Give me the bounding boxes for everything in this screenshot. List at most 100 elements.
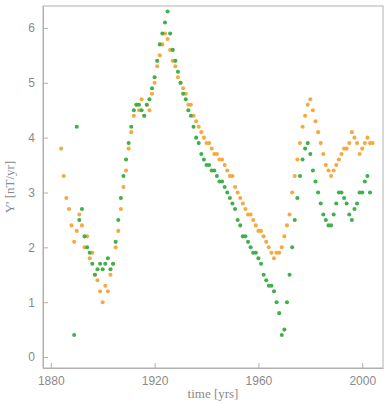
point (124, 169, 128, 173)
point (176, 70, 180, 74)
point (176, 75, 180, 79)
chart: 18801920196020000123456time [yrs]Y' [nT/… (0, 0, 391, 404)
point (111, 262, 115, 266)
point (303, 114, 307, 118)
point (106, 256, 110, 260)
point (298, 174, 302, 178)
point (251, 218, 255, 222)
point (95, 278, 99, 282)
point (243, 207, 247, 211)
point (197, 125, 201, 129)
y-axis-title: Y' [nT/yr] (2, 161, 17, 214)
point (150, 86, 154, 90)
point (303, 147, 307, 151)
point (153, 75, 157, 79)
point (334, 201, 338, 205)
point (368, 190, 372, 194)
point (243, 234, 247, 238)
point (345, 201, 349, 205)
point (332, 212, 336, 216)
point (90, 262, 94, 266)
point (262, 273, 266, 277)
tick: 3 (28, 186, 48, 200)
point (290, 245, 294, 249)
point (158, 42, 162, 46)
point (179, 81, 183, 85)
point (207, 141, 211, 145)
point (360, 147, 364, 151)
point (212, 169, 216, 173)
point (215, 152, 219, 156)
point (308, 97, 312, 101)
point (267, 245, 271, 249)
point (101, 300, 105, 304)
point (295, 196, 299, 200)
tick-mark (43, 192, 48, 193)
point (142, 114, 146, 118)
tick: 4 (28, 131, 48, 145)
tick: 5 (28, 76, 48, 90)
point (207, 163, 211, 167)
tick-label: 1 (28, 296, 35, 310)
point (306, 103, 310, 107)
point (70, 223, 74, 227)
point (293, 174, 297, 178)
point (75, 125, 79, 129)
point (269, 284, 273, 288)
point (290, 190, 294, 194)
point (316, 130, 320, 134)
point (230, 201, 234, 205)
point (82, 234, 86, 238)
point (272, 256, 276, 260)
point (319, 201, 323, 205)
point (132, 114, 136, 118)
point (171, 48, 175, 52)
point (347, 141, 351, 145)
tick: 1920 (142, 363, 169, 388)
point (332, 169, 336, 173)
point (127, 147, 131, 151)
point (285, 300, 289, 304)
point (62, 174, 66, 178)
point (132, 108, 136, 112)
point (147, 97, 151, 101)
point (129, 125, 133, 129)
point (262, 234, 266, 238)
tick-label: 4 (28, 131, 35, 145)
point (308, 152, 312, 156)
point (269, 251, 273, 255)
point (225, 190, 229, 194)
point (223, 185, 227, 189)
point (326, 169, 330, 173)
point (67, 207, 71, 211)
point (301, 125, 305, 129)
point (334, 163, 338, 167)
point (277, 311, 281, 315)
point (236, 218, 240, 222)
point (306, 141, 310, 145)
point (241, 201, 245, 205)
tick-label: 1960 (246, 374, 273, 388)
tick: 6 (28, 21, 48, 35)
point (254, 223, 258, 227)
tick-mark (155, 363, 156, 368)
point (259, 229, 263, 233)
point (189, 103, 193, 107)
point (199, 130, 203, 134)
point (236, 190, 240, 194)
point (313, 119, 317, 123)
point (347, 212, 351, 216)
point (101, 267, 105, 271)
tick: 1 (28, 296, 48, 310)
point (342, 196, 346, 200)
point (189, 114, 193, 118)
point (173, 64, 177, 68)
tick-label: 0 (28, 350, 35, 364)
point (316, 190, 320, 194)
tick: 2 (28, 241, 48, 255)
point (256, 256, 260, 260)
point (124, 158, 128, 162)
point (202, 158, 206, 162)
plot-frame (43, 6, 383, 368)
point (80, 223, 84, 227)
